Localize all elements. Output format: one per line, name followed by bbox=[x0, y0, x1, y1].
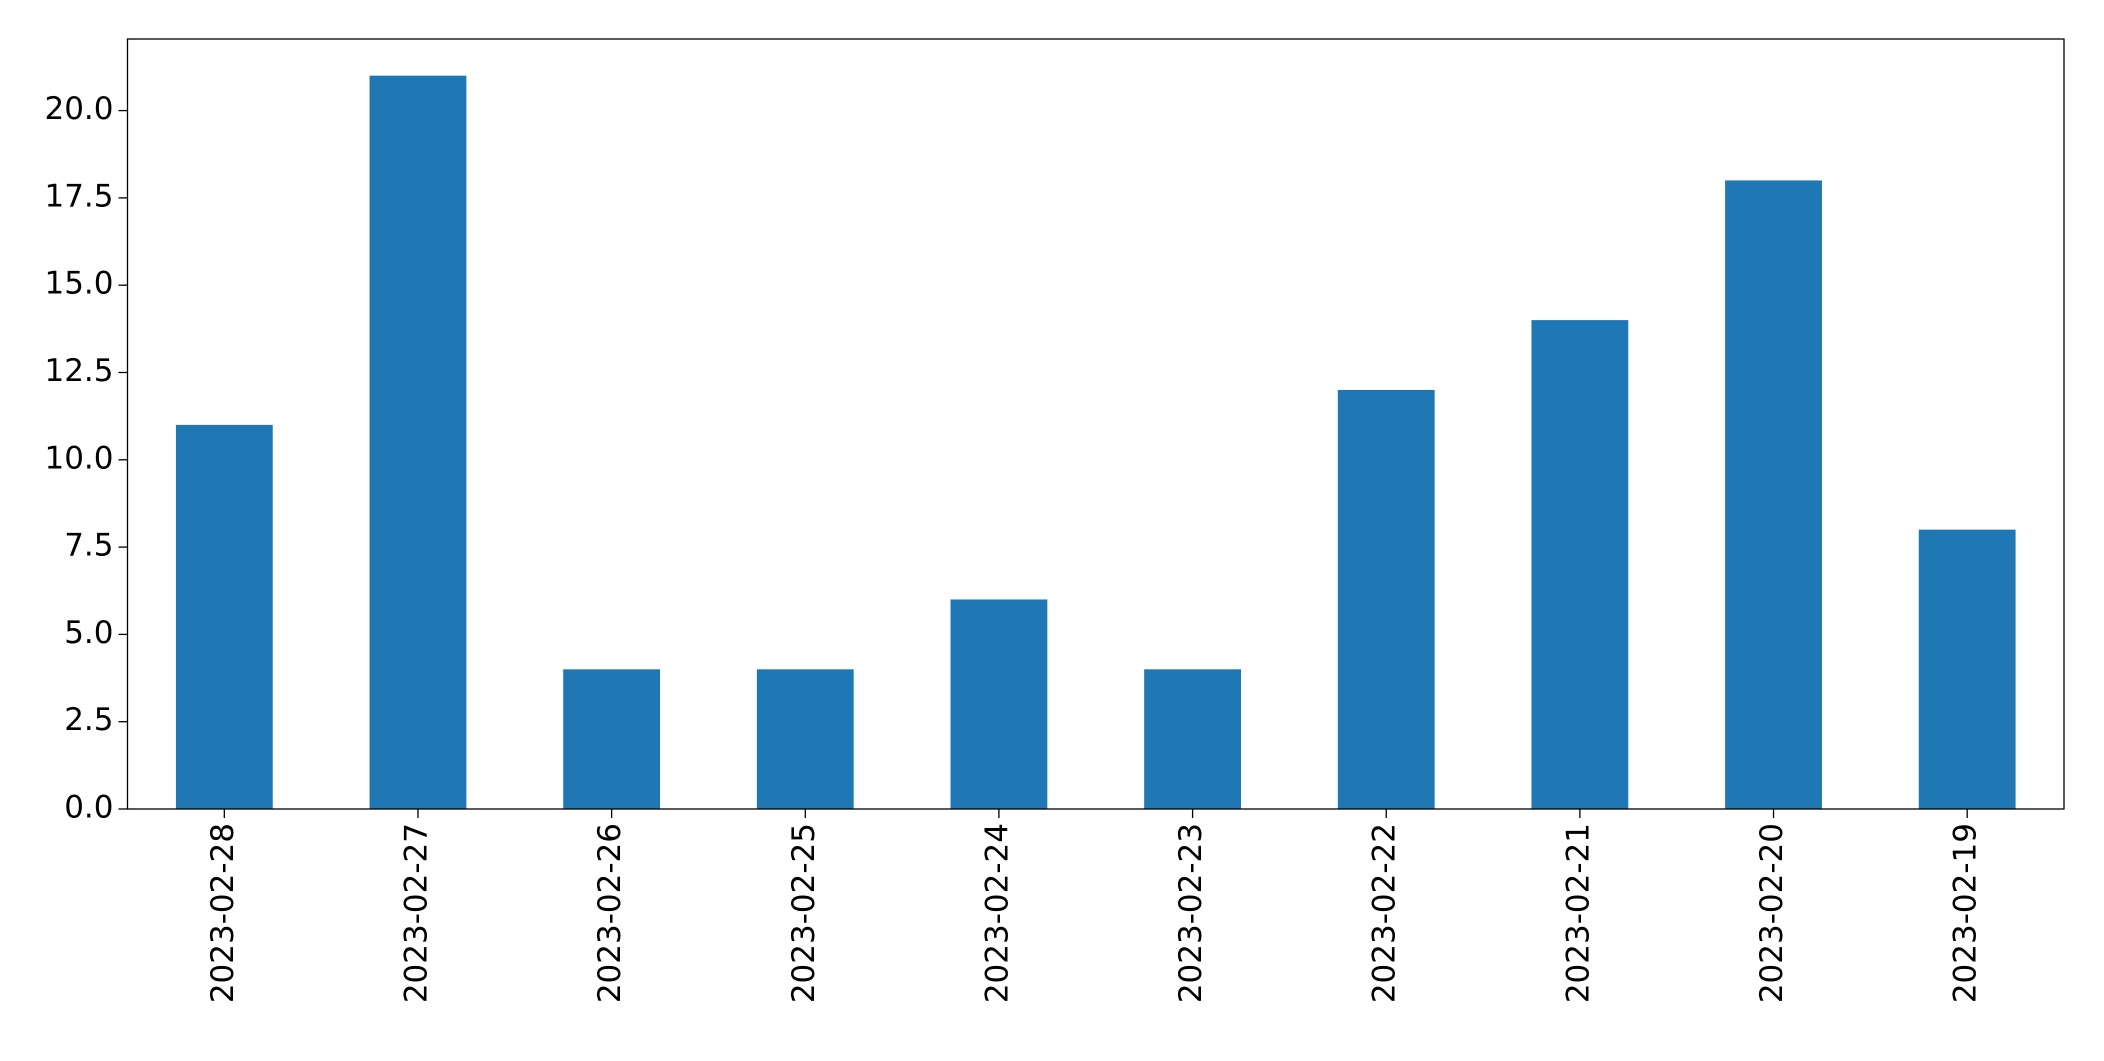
bar bbox=[950, 599, 1048, 809]
y-tick-label: 10.0 bbox=[44, 440, 113, 476]
bar bbox=[1918, 529, 2016, 809]
y-tick-label: 17.5 bbox=[44, 178, 113, 214]
x-tick-label: 2023-02-23 bbox=[1173, 823, 1209, 1003]
bar bbox=[756, 669, 854, 809]
y-tick-label: 0.0 bbox=[64, 790, 113, 826]
x-tick-label: 2023-02-19 bbox=[1948, 823, 1984, 1003]
y-tick-label: 20.0 bbox=[44, 91, 113, 127]
x-tick-label: 2023-02-28 bbox=[205, 823, 241, 1003]
bar bbox=[1725, 180, 1822, 809]
x-tick-label: 2023-02-24 bbox=[979, 823, 1015, 1003]
y-tick-label: 7.5 bbox=[64, 528, 113, 564]
y-tick-label: 15.0 bbox=[44, 266, 113, 302]
y-tick-label: 5.0 bbox=[64, 615, 113, 651]
bar bbox=[563, 669, 661, 809]
y-tick-label: 12.5 bbox=[44, 353, 113, 389]
x-tick-label: 2023-02-20 bbox=[1754, 823, 1790, 1003]
bar bbox=[369, 75, 467, 809]
bar bbox=[1337, 389, 1435, 809]
x-tick-label: 2023-02-21 bbox=[1560, 823, 1596, 1003]
y-tick-label: 2.5 bbox=[64, 702, 113, 738]
bar bbox=[1144, 669, 1241, 809]
x-tick-label: 2023-02-22 bbox=[1367, 823, 1403, 1003]
bar bbox=[1531, 320, 1629, 809]
bar bbox=[175, 424, 273, 809]
x-tick-label: 2023-02-25 bbox=[786, 823, 822, 1003]
plot-frame bbox=[126, 38, 2065, 810]
x-tick-label: 2023-02-26 bbox=[592, 823, 628, 1003]
x-tick-label: 2023-02-27 bbox=[398, 823, 434, 1003]
